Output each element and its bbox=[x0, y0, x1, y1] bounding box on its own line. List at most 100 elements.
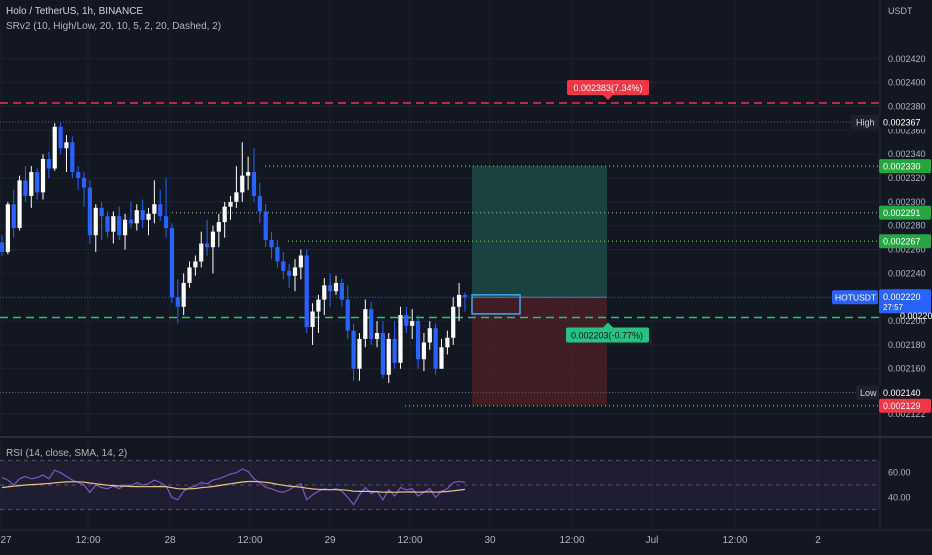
candle-body bbox=[0, 242, 5, 252]
price-tick-label: 0.002122 bbox=[888, 409, 926, 419]
candle-body bbox=[111, 216, 116, 232]
candle-body bbox=[263, 211, 268, 241]
time-tick-label: 12:00 bbox=[75, 535, 100, 546]
candles bbox=[0, 122, 468, 384]
candle-body bbox=[35, 172, 40, 193]
candle-body bbox=[105, 216, 110, 232]
candle-body bbox=[333, 282, 339, 292]
time-tick-label: 12:00 bbox=[237, 535, 262, 546]
price-tick-label: 0.002200 bbox=[888, 316, 926, 326]
indicator-label: SRv2 (10, High/Low, 20, 10, 5, 2, 20, Da… bbox=[6, 21, 221, 32]
candle-body bbox=[304, 255, 309, 328]
candle-body bbox=[222, 206, 227, 223]
time-axis: 27 12:00 28 12:00 29 12:00 30 12:00 Jul 12:00 2 bbox=[0, 535, 821, 546]
candle-body bbox=[87, 187, 92, 236]
candle-body bbox=[404, 315, 409, 326]
candle-body bbox=[392, 338, 397, 363]
price-tick-label: 0.002400 bbox=[888, 78, 926, 88]
price-below-badge: 0.002205 bbox=[900, 311, 932, 321]
stop-zone bbox=[472, 297, 607, 406]
time-tick-label: 27 bbox=[0, 535, 12, 546]
candle-body bbox=[339, 282, 344, 300]
candle-body bbox=[163, 216, 169, 229]
price-tick-label: 0.002260 bbox=[888, 245, 926, 255]
price-tick-label: 0.002360 bbox=[888, 125, 926, 135]
currency-label: USDT bbox=[888, 6, 913, 16]
candle-body bbox=[169, 228, 175, 298]
candle-body bbox=[23, 180, 28, 196]
candle-body bbox=[421, 342, 427, 360]
time-tick-label: 28 bbox=[164, 535, 176, 546]
candle-body bbox=[128, 219, 134, 224]
candle-body bbox=[58, 126, 63, 149]
candle-body bbox=[11, 204, 16, 229]
price-tick-label: 0.002340 bbox=[888, 149, 926, 159]
symbol-tag-bg bbox=[832, 290, 878, 305]
candle-body bbox=[146, 213, 151, 220]
candle-body bbox=[158, 204, 163, 217]
high-value: 0.002367 bbox=[883, 118, 921, 128]
level-267-value: 0.002267 bbox=[883, 237, 921, 247]
candle-body bbox=[193, 261, 198, 268]
candle-body bbox=[281, 261, 286, 272]
grid-lines bbox=[0, 0, 932, 531]
candle-body bbox=[275, 247, 280, 262]
resistance-badge bbox=[567, 79, 649, 95]
candle-body bbox=[380, 332, 385, 375]
candle-body bbox=[76, 172, 81, 179]
candle-body bbox=[439, 347, 444, 369]
candle-body bbox=[410, 321, 415, 326]
time-tick-label: 12:00 bbox=[722, 535, 747, 546]
candle-body bbox=[199, 243, 204, 262]
level-129-badge bbox=[879, 398, 931, 413]
candle-body bbox=[357, 338, 362, 369]
candle-body bbox=[316, 299, 321, 312]
current-price-badge bbox=[879, 289, 931, 314]
candle-body bbox=[152, 204, 157, 214]
level-291-value: 0.002291 bbox=[883, 208, 921, 218]
candle-body bbox=[445, 337, 450, 348]
low-value: 0.002140 bbox=[883, 388, 921, 398]
candle-body bbox=[210, 231, 216, 248]
support-badge bbox=[566, 327, 649, 343]
low-badge bbox=[879, 385, 931, 400]
rsi-tick-label: 40.00 bbox=[888, 492, 911, 502]
low-tag: Low bbox=[860, 388, 877, 398]
candle-body bbox=[234, 192, 239, 202]
price-tick-label: 0.002300 bbox=[888, 197, 926, 207]
price-tick-label: 0.002320 bbox=[888, 173, 926, 183]
price-tick-label: 0.002160 bbox=[888, 364, 926, 374]
candle-body bbox=[287, 271, 292, 276]
candle-body bbox=[398, 315, 403, 363]
candle-body bbox=[93, 207, 98, 236]
axis-badges: 0.002367High0.0023300.0022910.0022670.00… bbox=[832, 115, 932, 413]
candle-body bbox=[240, 175, 245, 193]
candle-body bbox=[374, 332, 380, 339]
price-tick-label: 0.002240 bbox=[888, 268, 926, 278]
price-tick-label: 0.002280 bbox=[888, 221, 926, 231]
high-tag: High bbox=[856, 118, 875, 128]
candle-body bbox=[81, 178, 87, 188]
candle-body bbox=[351, 330, 356, 369]
candle-body bbox=[117, 216, 122, 236]
high-tag-bg bbox=[851, 115, 879, 130]
candle-body bbox=[345, 299, 350, 331]
candle-body bbox=[29, 172, 34, 196]
candle-body bbox=[456, 294, 462, 307]
candle-body bbox=[205, 243, 210, 248]
candle-body bbox=[386, 338, 391, 375]
time-tick-label: Jul bbox=[646, 535, 659, 546]
candle-body bbox=[257, 195, 262, 212]
time-tick-label: 29 bbox=[324, 535, 336, 546]
support-arrow bbox=[603, 322, 613, 328]
candle-body bbox=[462, 294, 468, 298]
high-badge bbox=[879, 115, 931, 130]
low-tag-bg bbox=[856, 385, 880, 400]
candle-body bbox=[181, 282, 186, 307]
candle-body bbox=[40, 158, 46, 193]
resistance-arrow bbox=[603, 94, 613, 100]
level-291-badge bbox=[879, 205, 931, 220]
candle-body bbox=[298, 255, 303, 268]
